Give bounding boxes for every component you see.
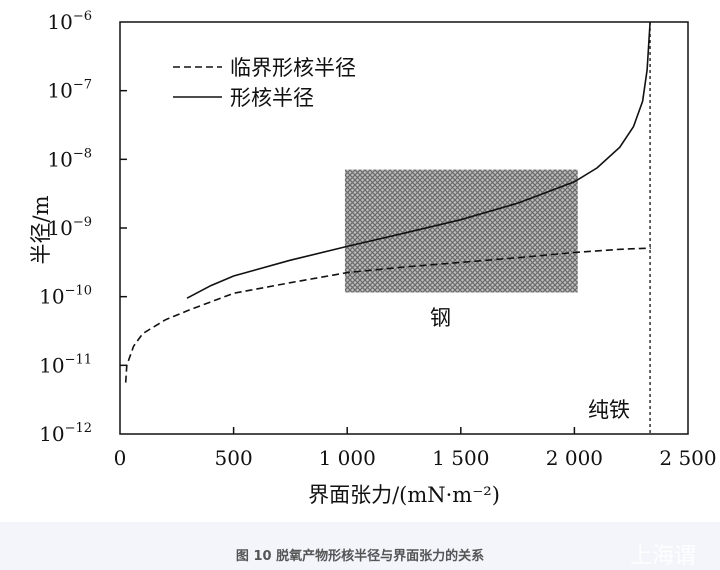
y-tick-label: 10−7 [47, 78, 92, 103]
x-tick-label: 1 500 [432, 446, 489, 470]
series-line-1 [186, 21, 651, 299]
y-tick-label: 10−9 [47, 215, 92, 240]
vline-label: 纯铁 [588, 398, 630, 422]
x-tick-label: 0 [114, 446, 127, 470]
y-tick-label: 10−12 [39, 421, 92, 446]
x-tick-label: 1 000 [319, 446, 376, 470]
shaded-region [344, 169, 578, 293]
figure-caption: 图 10 脱氧产物形核半径与界面张力的关系 [235, 549, 485, 564]
x-tick-label: 2 500 [659, 446, 716, 470]
x-axis-label: 界面张力/(mN·m⁻²) [308, 483, 500, 507]
y-tick-label: 10−8 [47, 146, 92, 171]
y-tick-label: 10−11 [39, 352, 92, 377]
y-tick-label: 10−10 [39, 284, 92, 309]
series-line-0 [124, 247, 651, 383]
x-tick-label: 2 000 [546, 446, 603, 470]
legend-label-0: 临界形核半径 [230, 56, 356, 80]
y-tick-label: 10−6 [47, 9, 92, 34]
legend-label-1: 形核半径 [230, 86, 314, 110]
chart: 0 500 1 000 1 500 2 000 2 500 10−6 10−7 10−8 10−9… [29, 9, 717, 507]
y-axis-label: 半径/m [29, 195, 53, 264]
x-tick-label: 500 [215, 446, 253, 470]
legend: 临界形核半径 形核半径 [173, 56, 356, 110]
caption-bar [0, 522, 720, 570]
watermark: 上海谓 [630, 544, 697, 569]
region-label: 钢 [430, 306, 451, 330]
